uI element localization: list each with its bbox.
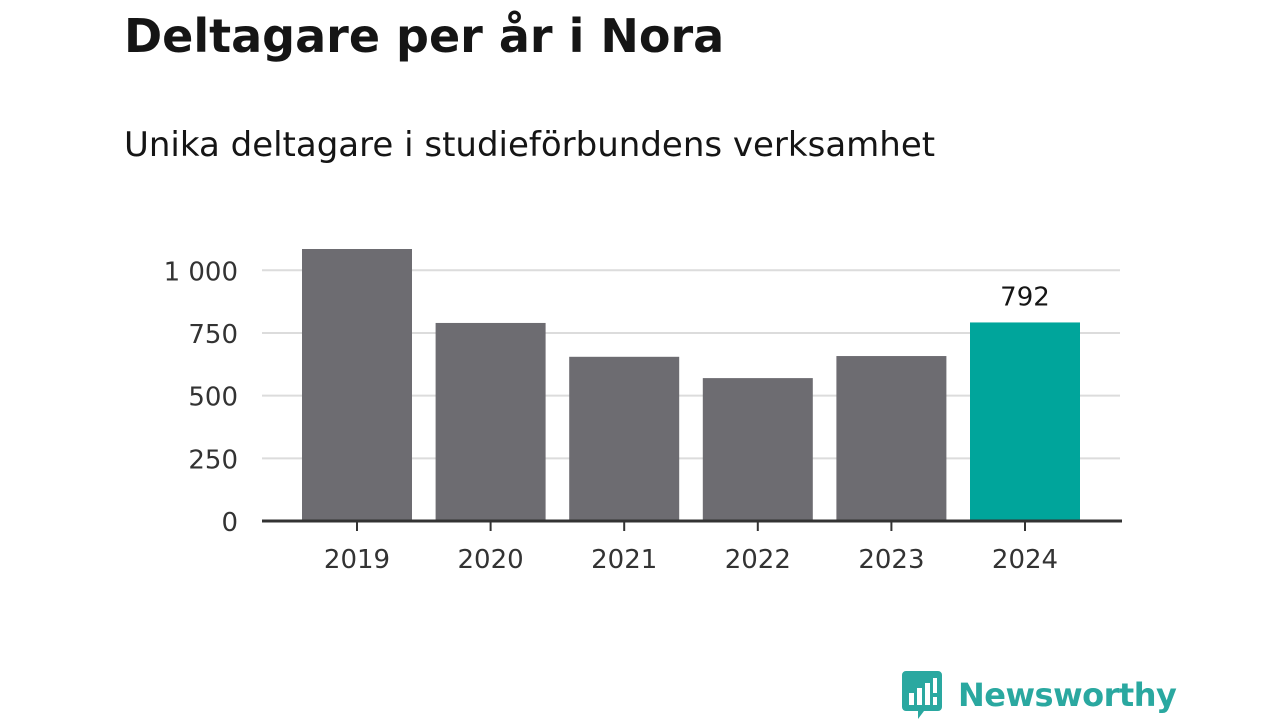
brand-name: Newsworthy <box>958 676 1177 714</box>
x-tick-label: 2023 <box>858 545 924 575</box>
bar-2019 <box>302 249 412 521</box>
y-tick-label: 250 <box>188 445 238 475</box>
bar-2024 <box>970 322 1080 521</box>
x-tick-label: 2020 <box>458 545 524 575</box>
x-tick-label: 2022 <box>725 545 791 575</box>
newsworthy-bar-chart-icon <box>902 671 942 719</box>
bar-2023 <box>836 356 947 521</box>
chart-title: Deltagare per år i Nora <box>124 9 725 63</box>
x-tick-label: 2019 <box>324 545 390 575</box>
bar-2022 <box>702 378 813 521</box>
x-tick-label: 2024 <box>992 545 1058 575</box>
chart-subtitle: Unika deltagare i studieförbundens verks… <box>124 125 936 165</box>
y-tick-label: 1 000 <box>164 257 238 287</box>
y-tick-label: 0 <box>221 508 238 538</box>
bar-2021 <box>569 356 680 521</box>
y-tick-label: 750 <box>188 320 238 350</box>
data-label: 792 <box>1000 282 1050 312</box>
brand-logo: Newsworthy <box>902 670 1177 720</box>
bar-2020 <box>435 322 546 521</box>
y-tick-label: 500 <box>188 383 238 413</box>
x-tick-label: 2021 <box>591 545 657 575</box>
